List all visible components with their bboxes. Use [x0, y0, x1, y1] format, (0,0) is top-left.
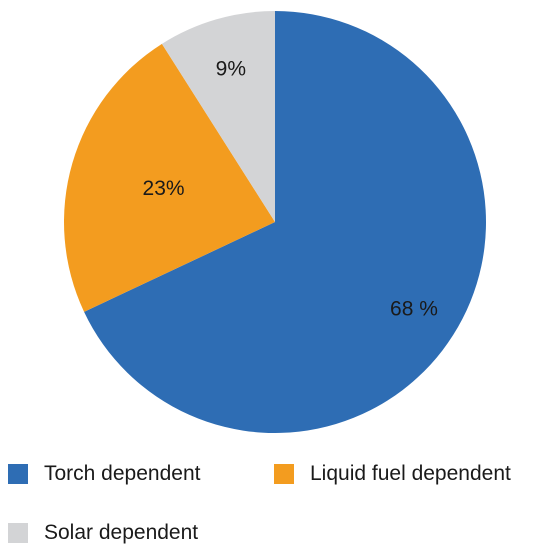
pie-slice-torch-dependent [84, 11, 487, 433]
legend-item-liquid-fuel-dependent: Liquid fuel dependent [274, 462, 511, 486]
pie-slice-labels: 68 % 23% 9% [143, 58, 438, 321]
legend-swatch-torch-dependent [8, 464, 28, 484]
legend-swatch-liquid-fuel-dependent [274, 464, 294, 484]
legend-swatch-solar-dependent [8, 523, 28, 543]
pie-slice-label-solar-dependent: 9% [216, 58, 246, 81]
pie-slice-solar-dependent [161, 11, 275, 222]
legend-label-solar-dependent: Solar dependent [44, 521, 199, 544]
pie-slice-label-liquid-fuel-dependent: 23% [143, 177, 185, 200]
legend-label-liquid-fuel-dependent: Liquid fuel dependent [310, 462, 511, 485]
pie-slice-liquid-fuel-dependent [64, 43, 276, 312]
legend-item-solar-dependent: Solar dependent [8, 521, 198, 545]
legend-label-torch-dependent: Torch dependent [44, 462, 201, 485]
pie-slice-label-torch-dependent: 68 % [390, 298, 438, 321]
legend-item-torch-dependent: Torch dependent [8, 462, 200, 486]
pie-slices [64, 11, 487, 433]
